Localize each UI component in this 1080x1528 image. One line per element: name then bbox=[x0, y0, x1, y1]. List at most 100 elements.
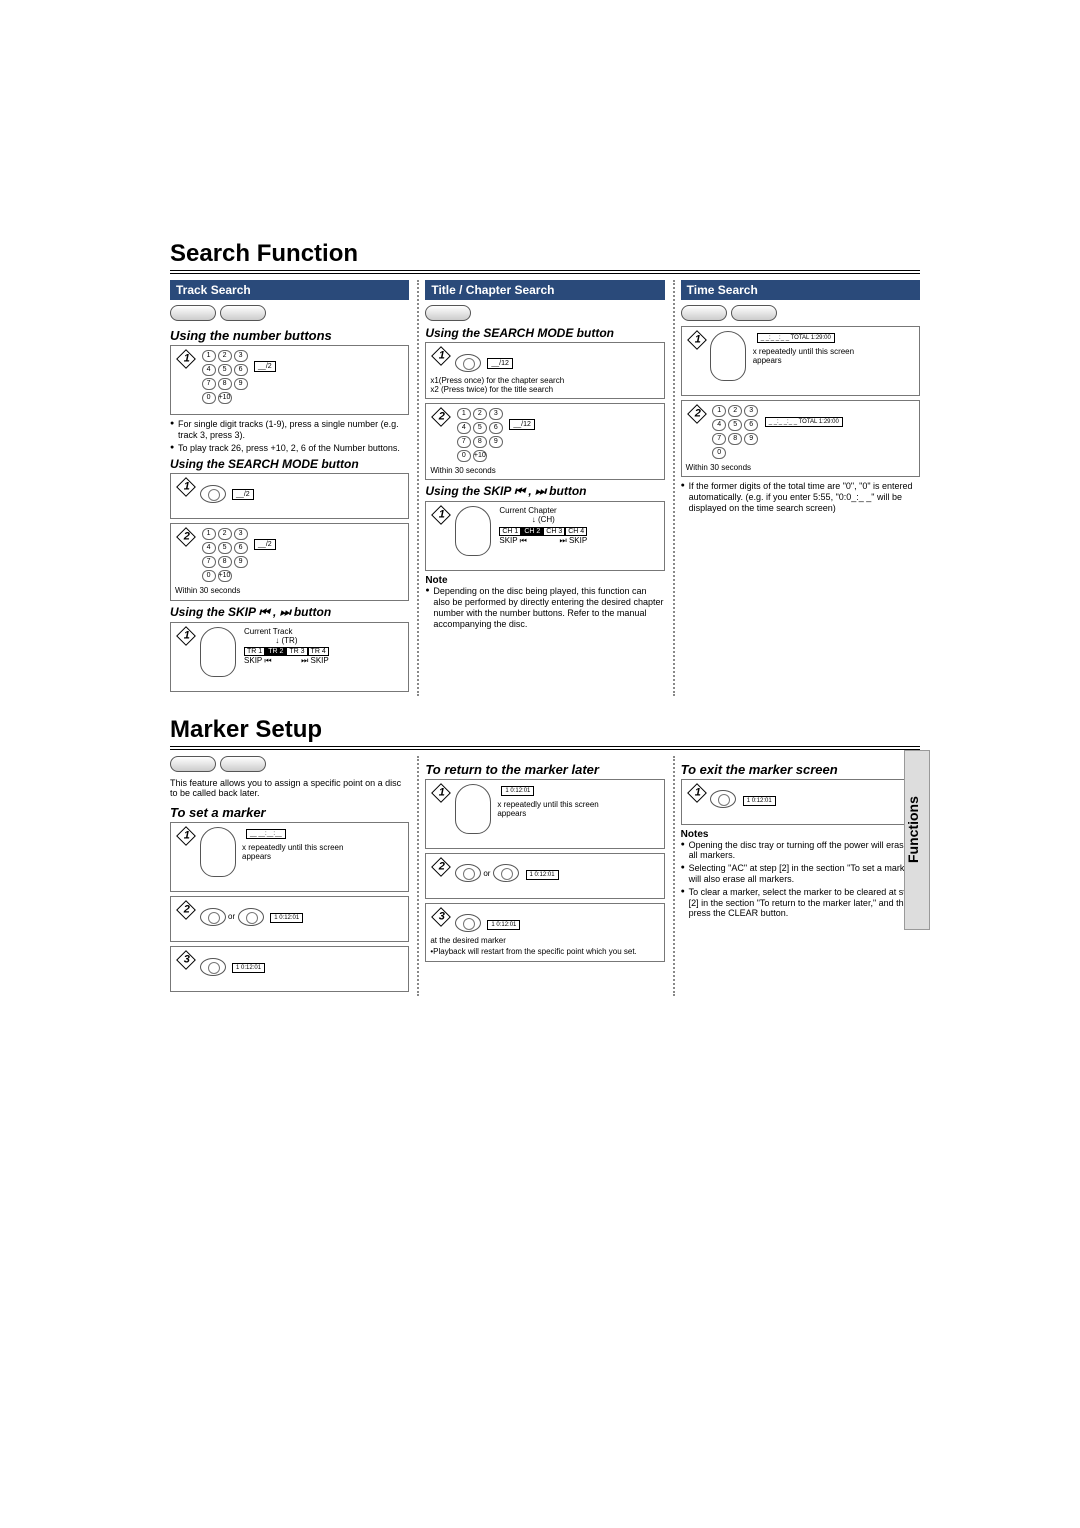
sub-return-marker: To return to the marker later bbox=[425, 762, 664, 777]
cur-ch-label: Current Chapter bbox=[499, 506, 587, 515]
mret-2: 2 or 1 0:12:01 bbox=[425, 853, 664, 899]
col-track: Track Search Using the number buttons 1 … bbox=[170, 280, 409, 696]
sub-track-skip: Using the SKIP ⏮ , ⏭ button bbox=[170, 605, 409, 620]
mset-2: 2 or 1 0:12:01 bbox=[170, 896, 409, 942]
step-icon-s1: 1 bbox=[176, 626, 196, 646]
cur-track-label: Current Track bbox=[244, 627, 329, 636]
osd-track1: __/2 bbox=[254, 361, 276, 372]
sub-set-marker: To set a marker bbox=[170, 805, 409, 820]
arrow-btn-l bbox=[200, 908, 226, 926]
ch-step-2: 2 123 456 789 0+10 __/12 Within 30 secon… bbox=[425, 403, 664, 480]
ch-list: CH 1 CH 2 CH 3 CH 4 bbox=[499, 527, 587, 536]
ch4: CH 4 bbox=[565, 527, 587, 536]
step-icon: 1 bbox=[176, 477, 196, 497]
ch1: CH 1 bbox=[499, 527, 521, 536]
ch-step-1: 1 __/12 x1(Press once) for the chapter s… bbox=[425, 342, 664, 399]
step-icon-r1: 1 bbox=[431, 783, 451, 803]
mret-3: 3 1 0:12:01 at the desired marker •Playb… bbox=[425, 903, 664, 962]
time-step-1: 1 _ _:_ _:_ _ TOTAL 1:29:00 x repeatedly… bbox=[681, 326, 920, 396]
note-label: Note bbox=[425, 575, 664, 586]
numpad-4: 123 456 789 0 bbox=[712, 405, 758, 459]
track-list: TR 1 TR 2 TR 3 TR 4 bbox=[244, 647, 329, 656]
return-btn bbox=[710, 790, 736, 808]
badge-cd3 bbox=[220, 756, 266, 772]
numpad-3: 123 456 789 0+10 bbox=[457, 408, 503, 462]
step-icon-m1: 1 bbox=[176, 826, 196, 846]
mnote-1: Opening the disc tray or turning off the… bbox=[681, 840, 920, 862]
at-marker: at the desired marker bbox=[430, 936, 659, 945]
col-chapter: Title / Chapter Search Using the SEARCH … bbox=[417, 280, 664, 696]
badge-cd bbox=[170, 305, 216, 321]
badge-cd2 bbox=[731, 305, 777, 321]
mcol-set: This feature allows you to assign a spec… bbox=[170, 756, 409, 997]
osd-r3: 1 0:12:01 bbox=[487, 920, 520, 930]
marker-intro: This feature allows you to assign a spec… bbox=[170, 778, 409, 800]
remote-icon-4 bbox=[200, 827, 236, 877]
step-icon-cs1: 1 bbox=[431, 505, 451, 525]
remote-icon-5 bbox=[455, 784, 491, 834]
tr1: TR 1 bbox=[244, 647, 265, 656]
mset-1: 1 __ __:__:__ x repeatedly until this sc… bbox=[170, 822, 409, 892]
arrow-btn-r bbox=[238, 908, 264, 926]
osd-time2: _ _:_ _:_ _ TOTAL 1:29:00 bbox=[765, 417, 843, 427]
badge-dvd bbox=[425, 305, 471, 321]
mcol-return: To return to the marker later 1 1 0:12:0… bbox=[417, 756, 664, 997]
remote-icon-2 bbox=[455, 506, 491, 556]
remote-icon bbox=[200, 627, 236, 677]
sub-ch-mode: Using the SEARCH MODE button bbox=[425, 326, 664, 340]
step-num-1: 1 123 456 789 0+10 __/2 bbox=[170, 345, 409, 415]
mnote-2: Selecting "AC" at step [2] in the sectio… bbox=[681, 863, 920, 885]
ch3: CH 3 bbox=[543, 527, 565, 536]
search-mode-btn-2 bbox=[455, 354, 481, 372]
osd-track3: __/2 bbox=[254, 539, 276, 550]
ch2: CH 2 bbox=[521, 527, 543, 536]
sub-track-mode: Using the SEARCH MODE button bbox=[170, 457, 409, 471]
arrow-btn-r2 bbox=[493, 864, 519, 882]
mexit-1: 1 1 0:12:01 bbox=[681, 779, 920, 825]
ch-note: Depending on the disc being played, this… bbox=[425, 586, 664, 629]
marker-notes: Opening the disc tray or turning off the… bbox=[681, 840, 920, 920]
ch-skip-1: 1 Current Chapter ↓ (CH) CH 1 CH 2 CH 3 … bbox=[425, 501, 664, 571]
step-icon-e1: 1 bbox=[687, 783, 707, 803]
notes-label: Notes bbox=[681, 829, 920, 840]
skip-r: ⏭ SKIP bbox=[301, 656, 329, 665]
time-repeat: x repeatedly until this screen appears bbox=[753, 347, 863, 365]
step-mode-1: 1 __/2 bbox=[170, 473, 409, 519]
restart-text: Playback will restart from the specific … bbox=[433, 947, 637, 956]
osd-time1: _ _:_ _:_ _ TOTAL 1:29:00 bbox=[757, 333, 835, 343]
within-1: Within 30 seconds bbox=[175, 586, 404, 595]
sub-number-buttons: Using the number buttons bbox=[170, 328, 409, 343]
x2: x2 (Press twice) for the title search bbox=[430, 385, 659, 394]
osd-m2: 1 0:12:01 bbox=[270, 913, 303, 923]
title-marker-setup: Marker Setup bbox=[170, 716, 920, 750]
step-icon-m2: 2 bbox=[176, 900, 196, 920]
osd-track2: __/2 bbox=[232, 489, 254, 500]
step-icon-r2: 2 bbox=[431, 857, 451, 877]
osd-r2: 1 0:12:01 bbox=[526, 870, 559, 880]
badge-dvd2 bbox=[681, 305, 727, 321]
within-2: Within 30 seconds bbox=[430, 466, 659, 475]
within-3: Within 30 seconds bbox=[686, 463, 915, 472]
head-time: Time Search bbox=[681, 280, 920, 300]
head-track: Track Search bbox=[170, 280, 409, 300]
step-icon-c2: 2 bbox=[431, 407, 451, 427]
remote-icon-3 bbox=[710, 331, 746, 381]
step-icon-m3: 3 bbox=[176, 950, 196, 970]
tr-abbr: (TR) bbox=[281, 636, 297, 645]
tr2: TR 2 bbox=[265, 647, 286, 656]
track-bullet-1: For single digit tracks (1-9), press a s… bbox=[170, 419, 409, 441]
numpad-2: 123 456 789 0+10 bbox=[202, 528, 248, 582]
skip-l2: SKIP ⏮ bbox=[499, 536, 527, 545]
track-bullets: For single digit tracks (1-9), press a s… bbox=[170, 419, 409, 453]
mset-3: 3 1 0:12:01 bbox=[170, 946, 409, 992]
arrow-btn-l2 bbox=[455, 864, 481, 882]
osd-r1: 1 0:12:01 bbox=[501, 786, 534, 796]
head-chapter: Title / Chapter Search bbox=[425, 280, 664, 300]
osd-m1: __ __:__:__ bbox=[246, 829, 286, 839]
badge-dvd3 bbox=[170, 756, 216, 772]
numpad-1: 123 456 789 0+10 bbox=[202, 350, 248, 404]
step-icon-c1: 1 bbox=[431, 346, 451, 366]
osd-m3: 1 0:12:01 bbox=[232, 963, 265, 973]
x1: x1(Press once) for the chapter search bbox=[430, 376, 659, 385]
search-mode-btn bbox=[200, 485, 226, 503]
